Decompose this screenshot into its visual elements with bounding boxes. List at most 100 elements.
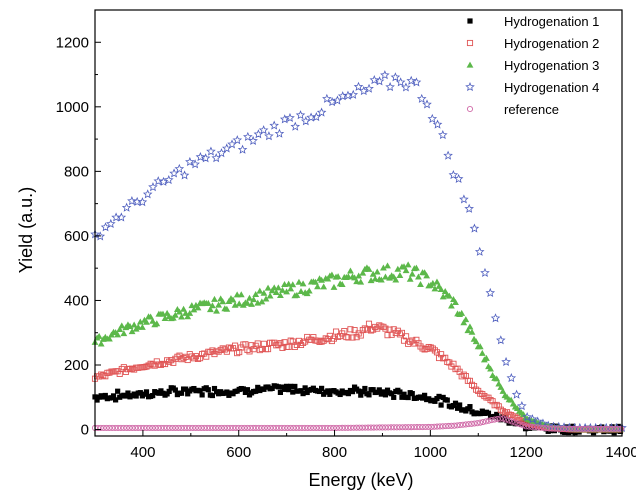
data-point	[116, 212, 127, 222]
data-point	[137, 197, 148, 207]
data-point	[327, 424, 334, 431]
legend-label: reference	[504, 102, 559, 117]
data-point	[528, 423, 535, 430]
data-point	[244, 299, 251, 306]
data-point	[302, 385, 308, 391]
data-point	[224, 424, 231, 431]
data-point	[606, 425, 613, 432]
data-point	[537, 424, 544, 431]
data-point	[494, 416, 501, 423]
data-point	[137, 424, 145, 431]
data-point	[219, 298, 227, 305]
data-point	[218, 424, 225, 431]
data-point	[229, 296, 237, 303]
data-point	[480, 418, 487, 426]
data-point	[152, 424, 159, 431]
data-point	[270, 424, 277, 431]
data-point	[495, 335, 506, 345]
data-point	[355, 330, 362, 337]
data-point	[153, 358, 160, 365]
data-point	[130, 321, 138, 328]
data-point	[363, 326, 370, 333]
data-point	[436, 423, 443, 430]
data-point	[353, 81, 364, 91]
data-point	[373, 268, 381, 275]
data-point	[597, 425, 604, 432]
y-tick-label: 1200	[56, 34, 89, 51]
data-point	[364, 83, 374, 93]
data-point	[255, 384, 261, 390]
data-point	[465, 421, 472, 428]
data-point	[454, 422, 461, 429]
data-point	[487, 365, 494, 372]
data-point	[277, 389, 284, 395]
x-tick-label: 600	[226, 444, 251, 461]
data-point	[250, 296, 258, 303]
data-point	[431, 423, 438, 430]
data-point	[295, 110, 306, 120]
data-point	[462, 421, 469, 428]
data-point	[149, 424, 156, 431]
data-point	[396, 424, 403, 431]
data-point	[138, 323, 146, 330]
data-point	[333, 424, 340, 431]
data-point	[396, 272, 404, 279]
data-point	[128, 328, 136, 335]
data-point	[586, 425, 593, 432]
data-point	[514, 420, 521, 427]
data-point	[369, 75, 380, 85]
data-point	[400, 337, 408, 344]
data-point	[137, 390, 143, 396]
data-point	[223, 305, 231, 312]
data-point	[143, 424, 150, 431]
data-point	[526, 423, 533, 430]
data-point	[367, 424, 375, 431]
data-point	[488, 417, 495, 424]
data-point	[419, 345, 426, 352]
data-point	[166, 358, 173, 365]
data-point	[506, 373, 517, 383]
data-point	[349, 334, 356, 341]
ticks-layer: 400 600 800 1000 1200 1400 0 200 400 600 800 1000 12…	[56, 9, 636, 461]
data-point	[172, 387, 178, 393]
legend-label: Hydrogenation 4	[504, 80, 599, 95]
data-point	[351, 327, 358, 334]
data-point	[442, 423, 449, 430]
data-point	[143, 389, 150, 395]
data-point	[615, 425, 622, 432]
data-point	[370, 387, 376, 393]
data-point	[401, 82, 411, 92]
data-point	[301, 424, 308, 431]
data-point	[365, 265, 373, 272]
data-point	[324, 336, 331, 343]
data-point	[215, 348, 222, 355]
data-point	[472, 338, 480, 345]
data-point	[483, 354, 490, 361]
data-point	[389, 391, 395, 397]
data-point	[367, 277, 375, 284]
data-point	[169, 168, 179, 178]
data-point	[258, 298, 266, 305]
data-point	[96, 373, 103, 380]
data-point	[485, 417, 492, 424]
data-point	[577, 425, 584, 432]
data-point	[415, 273, 422, 280]
data-point	[438, 351, 445, 358]
x-tick-label: 1200	[509, 444, 542, 461]
data-point	[319, 424, 326, 431]
data-point	[318, 338, 325, 345]
data-point	[264, 284, 272, 291]
data-point	[477, 419, 484, 426]
data-point	[493, 375, 501, 382]
data-point	[318, 276, 326, 283]
data-point	[339, 424, 346, 431]
data-point	[136, 318, 144, 325]
data-point	[356, 388, 362, 394]
data-point	[423, 345, 430, 353]
data-point	[290, 424, 297, 431]
data-point	[313, 424, 320, 431]
data-point	[382, 392, 389, 398]
data-point	[201, 350, 208, 357]
data-point	[160, 424, 168, 431]
